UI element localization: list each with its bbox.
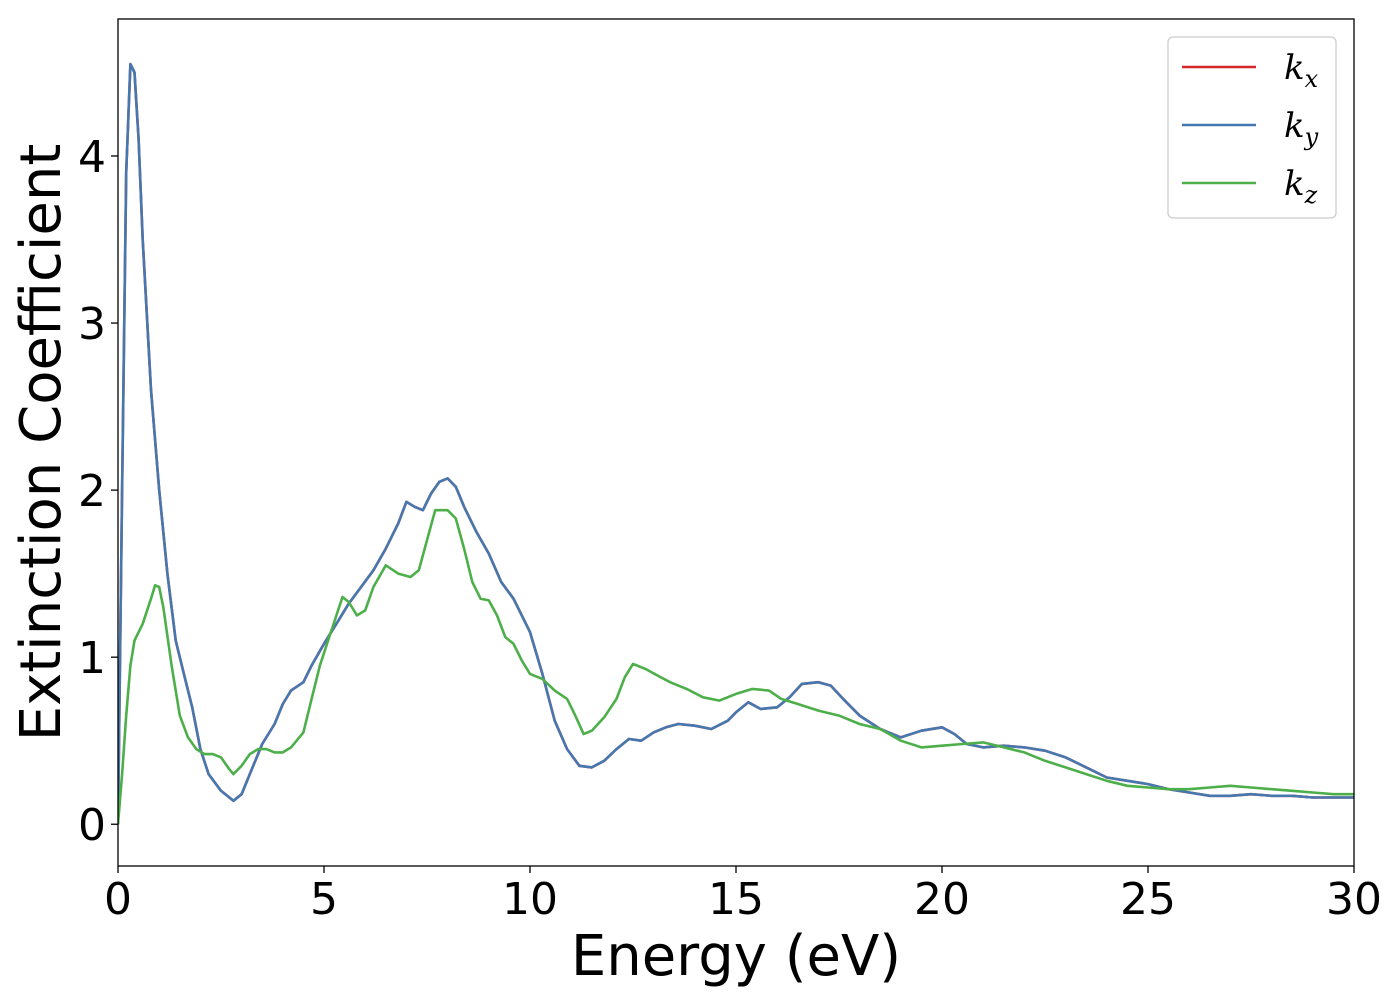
x-tick-label: 30 <box>1326 874 1382 925</box>
y-tick-label: 3 <box>78 299 106 350</box>
plot-lines <box>118 62 1354 825</box>
y-tick-label: 2 <box>78 466 106 517</box>
series-line-kz <box>118 508 1354 825</box>
series-line-ky <box>118 62 1354 825</box>
y-tick-label: 0 <box>78 800 106 851</box>
legend-box <box>1167 36 1337 219</box>
y-tick-label: 1 <box>78 633 106 684</box>
x-tick-label: 25 <box>1120 874 1176 925</box>
y-axis-label: Extinction Coefficient <box>9 144 74 742</box>
x-axis: 0 5 10 15 20 25 30 <box>104 866 1382 925</box>
legend-label: ky <box>1284 106 1319 151</box>
x-axis-label: Energy (eV) <box>571 924 901 989</box>
x-tick-label: 0 <box>104 874 132 925</box>
x-tick-label: 5 <box>310 874 338 925</box>
x-tick-label: 20 <box>914 874 970 925</box>
legend-entry-ky: ky <box>1182 106 1319 151</box>
legend-label: kx <box>1284 48 1319 93</box>
y-axis: 0 1 2 3 4 <box>78 132 118 851</box>
x-tick-label: 15 <box>708 874 764 925</box>
y-tick-label: 4 <box>78 132 106 183</box>
x-tick-label: 10 <box>502 874 558 925</box>
legend-entry-kx: kx <box>1182 48 1319 93</box>
